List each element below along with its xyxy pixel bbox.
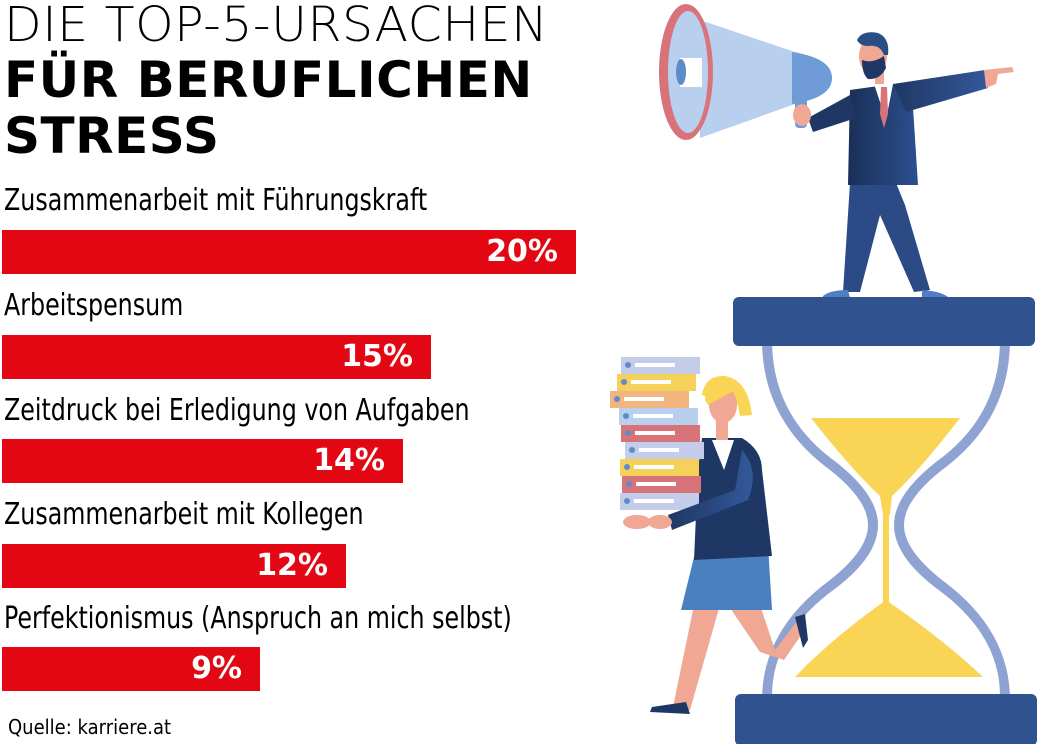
bar-label: Arbeitspensum — [4, 288, 184, 323]
hourglass-icon — [733, 297, 1037, 744]
title-line-2: FÜR BERUFLICHEN — [4, 51, 533, 109]
bar-zeitdruck: 14% — [2, 439, 403, 483]
bar-value: 15% — [341, 339, 413, 374]
bar-label: Zusammenarbeit mit Führungskraft — [4, 183, 428, 218]
title-line-3: STRESS — [4, 107, 220, 165]
title-line-1: DIE TOP-5-URSACHEN — [4, 0, 549, 53]
bar-value: 20% — [486, 234, 558, 269]
bar-value: 9% — [191, 651, 242, 686]
megaphone-icon — [659, 4, 832, 140]
bar-kollegen: 12% — [2, 544, 346, 588]
bar-fuehrungskraft: 20% — [2, 230, 576, 274]
businessman-figure — [793, 32, 1014, 298]
bar-chart: Zusammenarbeit mit Führungskraft 20% Arb… — [2, 183, 576, 691]
bar-label: Perfektionismus (Anspruch an mich selbst… — [4, 601, 512, 636]
bar-value: 12% — [256, 548, 328, 583]
bar-value: 14% — [313, 443, 385, 478]
bar-arbeitspensum: 15% — [2, 335, 431, 379]
bar-label: Zusammenarbeit mit Kollegen — [4, 497, 364, 532]
bar-label: Zeitdruck bei Erledigung von Aufgaben — [4, 393, 470, 428]
bar-perfektionismus: 9% — [2, 647, 260, 691]
source-note: Quelle: karriere.at — [8, 715, 172, 739]
